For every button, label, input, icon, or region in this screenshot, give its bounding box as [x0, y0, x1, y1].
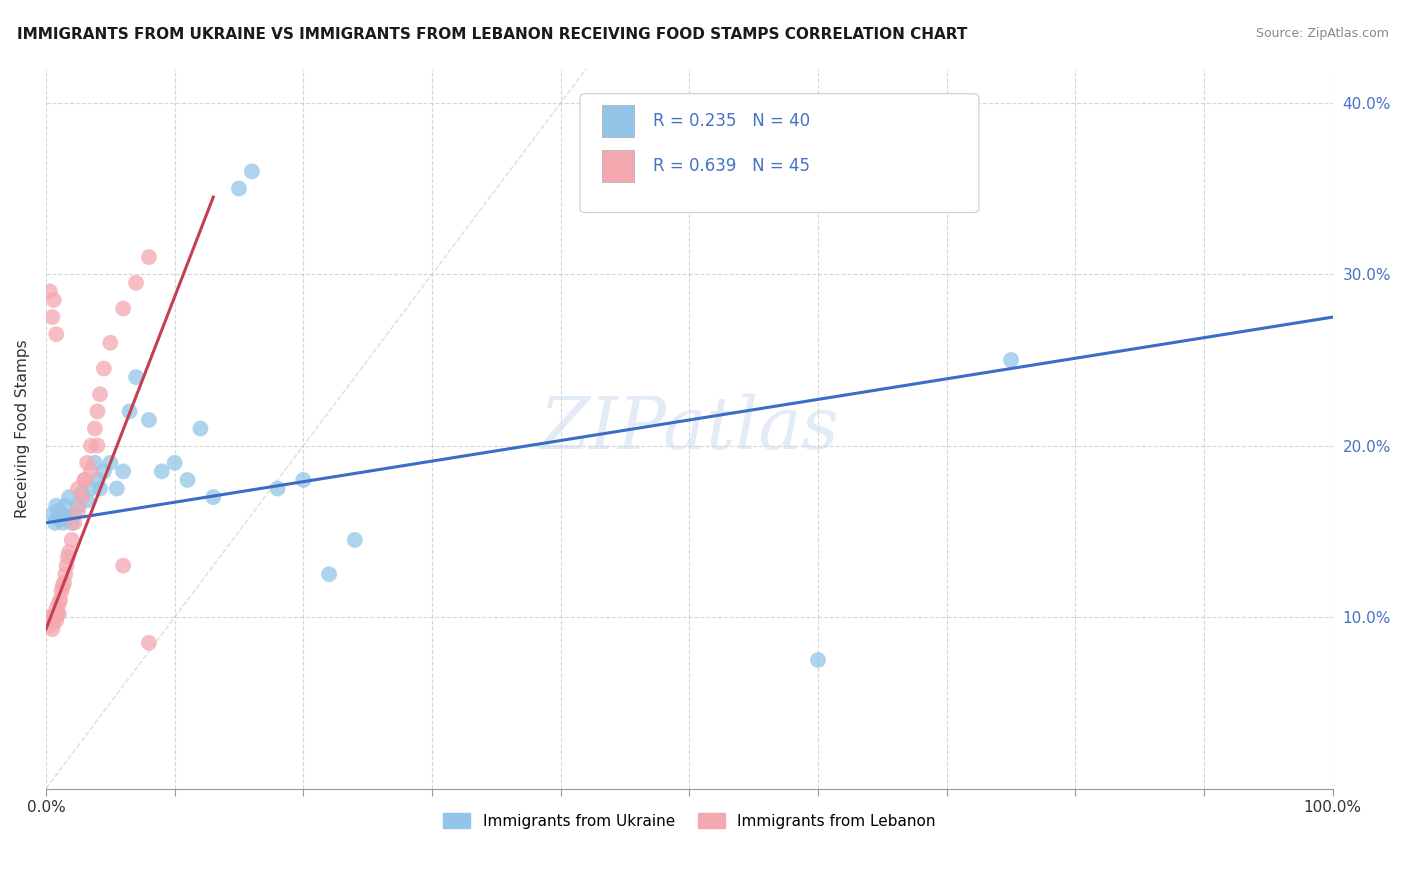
Point [60, 533, 83, 547]
Point [53, 567, 76, 582]
Point [67, 499, 90, 513]
Point [80, 482, 103, 496]
Point [53, 499, 76, 513]
Point [44, 610, 66, 624]
Point [38, 610, 60, 624]
Point [125, 276, 148, 290]
Point [343, 533, 366, 547]
Point [86, 439, 108, 453]
Point [45, 601, 67, 615]
Point [240, 164, 263, 178]
Point [1000, 353, 1022, 368]
FancyBboxPatch shape [602, 150, 634, 182]
Point [48, 596, 70, 610]
Point [266, 482, 288, 496]
Point [60, 516, 83, 530]
Point [86, 473, 108, 487]
Point [83, 456, 105, 470]
Y-axis label: Receiving Food Stamps: Receiving Food Stamps [15, 339, 30, 518]
Point [73, 473, 96, 487]
Point [48, 504, 70, 518]
Point [89, 482, 111, 496]
Point [38, 618, 60, 632]
Point [80, 464, 103, 478]
Point [41, 622, 63, 636]
Point [48, 607, 70, 621]
Text: ZIPatlas: ZIPatlas [540, 393, 839, 464]
Point [83, 421, 105, 435]
Point [118, 404, 141, 418]
Point [38, 285, 60, 299]
Point [112, 464, 135, 478]
Point [98, 335, 121, 350]
Point [138, 250, 160, 264]
Point [49, 512, 72, 526]
Point [49, 593, 72, 607]
Point [41, 507, 63, 521]
Point [42, 293, 65, 307]
Point [93, 361, 115, 376]
Point [51, 584, 73, 599]
Point [80, 439, 103, 453]
Point [55, 510, 77, 524]
Point [807, 653, 830, 667]
Point [138, 636, 160, 650]
Point [318, 567, 340, 582]
Point [45, 499, 67, 513]
Point [93, 464, 115, 478]
Point [98, 456, 121, 470]
Point [52, 579, 75, 593]
Text: R = 0.639   N = 45: R = 0.639 N = 45 [654, 157, 810, 175]
FancyBboxPatch shape [581, 94, 979, 212]
Point [46, 607, 69, 621]
Point [112, 301, 135, 316]
Point [51, 507, 73, 521]
Point [41, 310, 63, 324]
Point [58, 545, 80, 559]
Point [45, 614, 67, 628]
Point [105, 482, 128, 496]
Text: R = 0.235   N = 40: R = 0.235 N = 40 [654, 112, 810, 129]
Point [46, 510, 69, 524]
Point [76, 493, 98, 508]
Point [176, 473, 198, 487]
Point [163, 456, 186, 470]
Point [190, 421, 212, 435]
Point [70, 490, 93, 504]
Point [63, 516, 86, 530]
FancyBboxPatch shape [602, 104, 634, 136]
Text: IMMIGRANTS FROM UKRAINE VS IMMIGRANTS FROM LEBANON RECEIVING FOOD STAMPS CORRELA: IMMIGRANTS FROM UKRAINE VS IMMIGRANTS FR… [17, 27, 967, 42]
Point [202, 490, 225, 504]
Point [292, 473, 315, 487]
Point [86, 404, 108, 418]
Point [42, 615, 65, 630]
Point [73, 473, 96, 487]
Point [125, 370, 148, 384]
Point [55, 558, 77, 573]
Point [53, 575, 76, 590]
Point [52, 516, 75, 530]
Point [58, 490, 80, 504]
Point [112, 558, 135, 573]
Point [39, 614, 62, 628]
Point [70, 486, 93, 500]
Point [63, 507, 86, 521]
Point [89, 387, 111, 401]
Point [150, 464, 173, 478]
Point [76, 456, 98, 470]
Point [67, 482, 90, 496]
Point [138, 413, 160, 427]
Point [44, 516, 66, 530]
Legend: Immigrants from Ukraine, Immigrants from Lebanon: Immigrants from Ukraine, Immigrants from… [437, 806, 942, 835]
Point [67, 504, 90, 518]
Text: Source: ZipAtlas.com: Source: ZipAtlas.com [1256, 27, 1389, 40]
Point [41, 610, 63, 624]
Point [45, 327, 67, 342]
Point [228, 181, 250, 195]
Point [56, 550, 79, 565]
